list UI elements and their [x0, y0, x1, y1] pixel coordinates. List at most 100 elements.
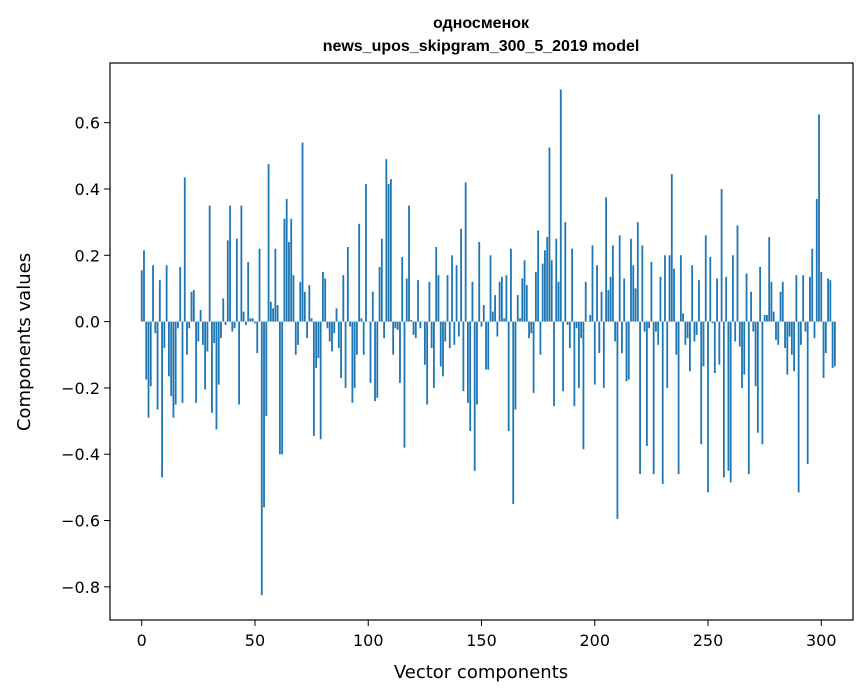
- y-tick-label: 0.2: [75, 246, 100, 265]
- bar: [693, 321, 696, 342]
- bar: [403, 321, 406, 448]
- bar: [745, 273, 748, 322]
- bar: [290, 218, 293, 322]
- bar: [294, 321, 297, 355]
- bar: [593, 321, 596, 385]
- bar: [274, 248, 277, 322]
- bar: [383, 321, 385, 339]
- bar: [639, 321, 641, 475]
- bar: [548, 147, 551, 322]
- bar: [380, 238, 383, 322]
- bar: [831, 321, 834, 369]
- bar: [505, 275, 508, 322]
- bar: [596, 265, 598, 322]
- bar: [444, 321, 447, 342]
- bar: [297, 321, 299, 345]
- bar: [430, 321, 433, 349]
- bar: [813, 321, 816, 339]
- bar: [750, 291, 752, 322]
- bar: [833, 321, 836, 367]
- y-tick-label: −0.2: [61, 379, 100, 398]
- bar: [371, 291, 374, 322]
- y-tick-label: −0.4: [61, 445, 100, 464]
- bar: [310, 318, 313, 322]
- bar: [188, 321, 191, 329]
- bar: [736, 225, 739, 322]
- bar: [512, 321, 515, 504]
- bar: [827, 278, 829, 322]
- bar: [786, 321, 789, 375]
- bar: [143, 250, 145, 322]
- bar: [627, 321, 630, 380]
- bar: [491, 311, 494, 322]
- bar: [824, 321, 827, 354]
- bar: [396, 321, 399, 330]
- bar: [761, 321, 764, 445]
- bar: [215, 321, 218, 430]
- chart-title: односменок: [433, 15, 530, 32]
- bar: [557, 281, 560, 322]
- bar: [288, 242, 290, 322]
- bar: [145, 321, 148, 380]
- bar: [154, 321, 157, 334]
- bar: [446, 275, 449, 322]
- bar: [718, 321, 721, 365]
- bar: [170, 321, 173, 397]
- bar: [399, 321, 401, 383]
- bar: [337, 321, 340, 349]
- x-axis: 0 50 100 150 200 250 300: [137, 620, 837, 650]
- bar: [340, 321, 342, 378]
- bar: [462, 321, 465, 392]
- bar: [700, 321, 703, 445]
- bar: [500, 276, 503, 322]
- bar: [387, 184, 390, 322]
- bar: [630, 238, 632, 322]
- bar: [222, 298, 225, 322]
- bar: [727, 321, 730, 471]
- bar: [419, 321, 422, 329]
- bar: [448, 321, 451, 349]
- bar: [657, 321, 660, 345]
- plot-frame: [109, 62, 854, 621]
- bar: [494, 295, 496, 322]
- x-tick-label: 300: [806, 631, 837, 650]
- bar: [204, 321, 207, 390]
- bar: [815, 198, 818, 322]
- bar: [308, 285, 311, 322]
- bar: [741, 321, 743, 388]
- x-tick-label: 50: [245, 631, 265, 650]
- bar: [258, 248, 261, 322]
- bar: [247, 261, 250, 322]
- bar: [539, 321, 542, 355]
- bar: [722, 321, 725, 478]
- bar: [378, 266, 381, 322]
- bar: [489, 255, 492, 322]
- bar: [571, 248, 574, 322]
- bar: [768, 237, 771, 322]
- bar: [467, 321, 469, 403]
- bar: [521, 278, 524, 322]
- bar: [584, 281, 587, 322]
- x-tick-label: 150: [466, 631, 497, 650]
- bar: [682, 313, 685, 322]
- bar: [793, 321, 796, 372]
- bar: [582, 321, 585, 450]
- bar: [677, 321, 680, 475]
- bar: [503, 318, 506, 322]
- x-axis-label: Vector components: [394, 662, 568, 683]
- bar: [140, 270, 143, 322]
- bar: [410, 319, 413, 322]
- bar: [342, 275, 345, 322]
- bar: [426, 321, 429, 405]
- bar: [233, 321, 236, 329]
- bar: [759, 266, 762, 322]
- bar: [263, 321, 265, 508]
- bar: [645, 321, 648, 446]
- bar: [172, 321, 175, 418]
- bar: [437, 275, 440, 322]
- y-tick-label: 0.0: [75, 313, 100, 332]
- bar: [598, 321, 601, 354]
- bar: [376, 321, 379, 398]
- bar: [249, 318, 252, 322]
